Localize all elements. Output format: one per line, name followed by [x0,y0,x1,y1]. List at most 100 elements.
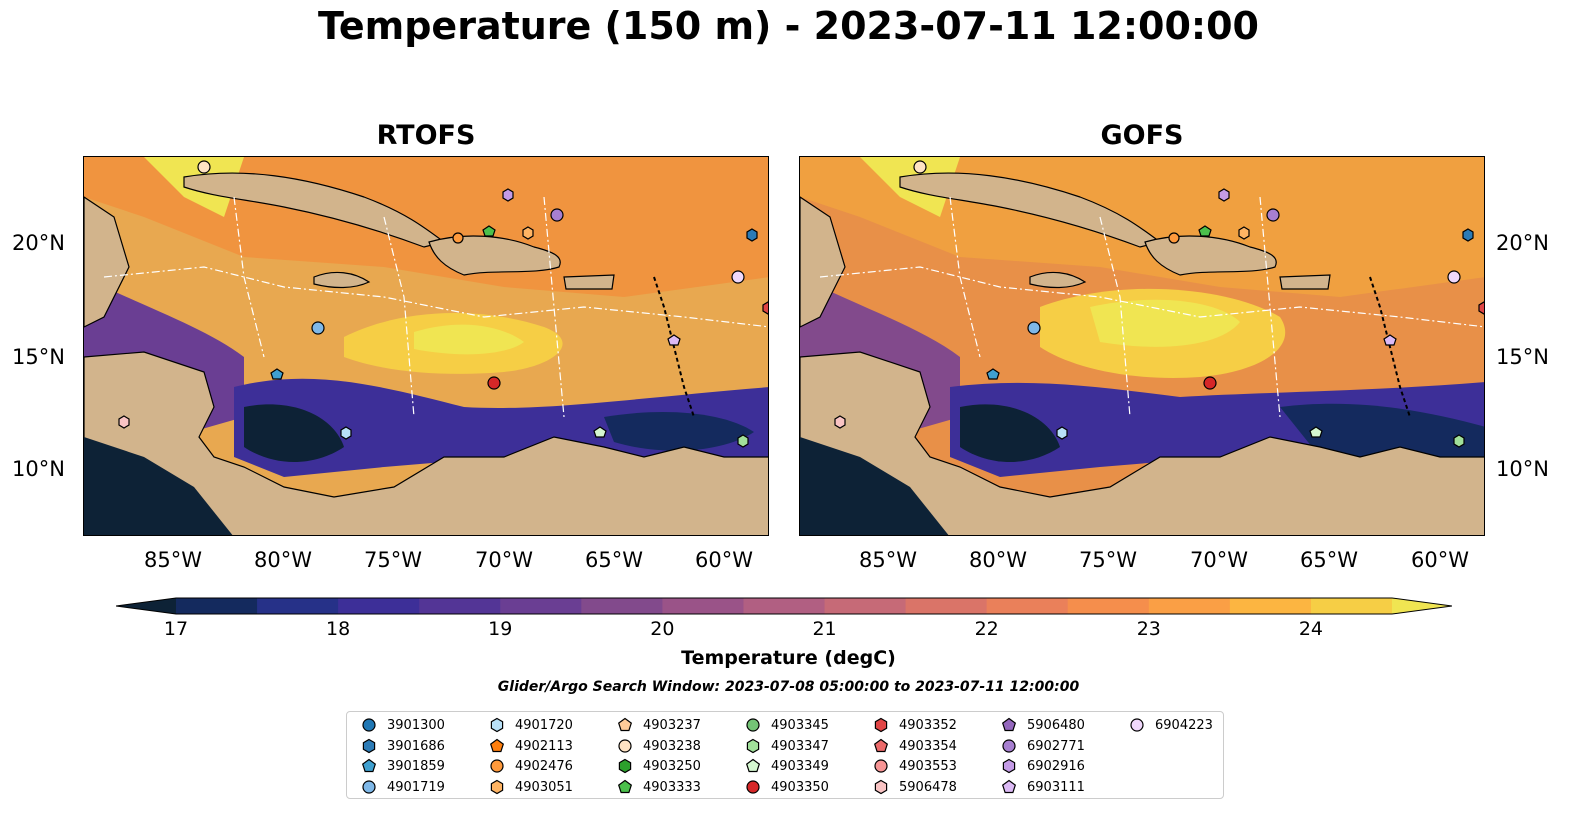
float-marker [737,434,749,448]
legend-label: 4903354 [899,738,957,754]
legend-item: 4902476 [489,756,573,776]
legend-item: 4903238 [617,736,701,756]
land-hispaniola [1144,235,1277,276]
float-marker [522,226,534,240]
colorbar-segment [1148,598,1231,614]
float-marker [1056,426,1068,440]
legend-item: 4903352 [873,715,957,735]
colorbar-tick-label: 22 [974,618,999,640]
legend-label: 3901300 [387,717,445,733]
float-marker [487,376,501,390]
colorbar-tick-label: 18 [326,618,351,640]
colorbar-tick-label: 17 [163,618,189,640]
land-jamaica [313,271,371,289]
legend-item: 4903553 [873,756,957,776]
float-marker [1266,208,1280,222]
land-cuba [183,172,446,248]
lon-label-70w: 70°W [475,548,533,572]
legend-label: 6902916 [1027,758,1085,774]
lesser-antilles [653,276,695,418]
eez-boundary-2 [233,196,565,418]
cold-core-2 [1280,403,1484,457]
colorbar-segment [824,598,907,614]
legend-label: 4903238 [643,738,701,754]
lon-label-75w: 75°W [1079,548,1137,572]
lon-label-60w: 60°W [1411,548,1469,572]
pacific-ocean [800,437,949,535]
legend-marker-pentagon-icon [1001,717,1017,732]
cold-core-2 [604,412,754,451]
legend-marker-circle-icon [746,780,760,794]
colorbar-segment [581,598,663,614]
float-marker [1198,225,1212,237]
warm-core-yellow [1090,299,1240,347]
panel-title-gofs: GOFS [1100,120,1184,151]
legend-item: 4903349 [745,756,829,776]
legend-item: 5906480 [1001,715,1085,735]
legend-marker-hexagon-icon [874,717,888,733]
lat-label-10n-right: 10°N [1496,457,1549,481]
lat-label-20n-right: 20°N [1496,231,1549,255]
legend-marker-circle-icon [490,759,504,773]
legend-label: 4903237 [643,717,701,733]
float-marker [593,426,607,438]
cool-region-south [234,378,768,477]
float-marker [731,270,745,284]
lon-label-80w: 80°W [969,548,1027,572]
map-gofs [799,156,1485,536]
float-marker [1478,301,1484,315]
legend-item: 6902916 [1001,756,1085,776]
map-rtofs [83,156,769,536]
legend-item: 3901859 [361,756,445,776]
lon-label-65w: 65°W [585,548,643,572]
colorbar-segment [1067,598,1150,614]
lat-label-10n-left: 10°N [12,457,65,481]
legend-label: 3901686 [387,738,445,754]
lon-label-60w: 60°W [695,548,753,572]
float-marker [1238,226,1250,240]
legend-label: 4903333 [643,779,701,795]
legend-item: 4903333 [617,777,701,797]
legend-marker-circle-icon [874,759,888,773]
legend-label: 4902476 [515,758,573,774]
lon-label-80w: 80°W [254,548,312,572]
legend-marker-hexagon-icon [874,779,888,795]
land-cuba [899,172,1162,248]
panel-title-rtofs: RTOFS [376,120,476,151]
legend-label: 4903352 [899,717,957,733]
legend-label: 6904223 [1155,717,1213,733]
legend-item: 4903237 [617,715,701,735]
map-rtofs-svg [84,157,768,535]
colorbar-extend-high [1392,598,1452,614]
land-yucatan [84,196,130,328]
legend: 3901300 3901686 3901859 4901719 4901720 49021… [346,711,1224,799]
legend-marker-pentagon-icon [1001,779,1017,794]
colorbar-tick-label: 19 [488,618,513,640]
colorbar-segment [662,598,744,614]
legend-marker-hexagon-icon [1002,758,1016,774]
legend-marker-pentagon-icon [617,717,633,732]
float-marker [1383,334,1397,346]
legend-item: 4903354 [873,736,957,756]
float-marker [1203,376,1217,390]
legend-item: 6902771 [1001,736,1085,756]
legend-label: 4901720 [515,717,573,733]
legend-item: 4902113 [489,736,573,756]
float-marker [311,321,325,335]
legend-label: 6903111 [1027,779,1085,795]
legend-marker-circle-icon [1002,739,1016,753]
legend-label: 5906480 [1027,717,1085,733]
legend-label: 4903345 [771,717,829,733]
legend-marker-circle-icon [362,718,376,732]
colorbar-segment [419,598,501,614]
land-yucatan [800,196,846,328]
lon-label-75w: 75°W [364,548,422,572]
legend-marker-hexagon-icon [490,779,504,795]
legend-item: 5906478 [873,777,957,797]
lat-label-15n-left: 15°N [12,345,65,369]
colorbar-tick-label: 24 [1298,618,1324,640]
float-marker [762,301,768,315]
legend-label: 5906478 [899,779,957,795]
legend-label: 4901719 [387,779,445,795]
legend-marker-hexagon-icon [746,738,760,754]
